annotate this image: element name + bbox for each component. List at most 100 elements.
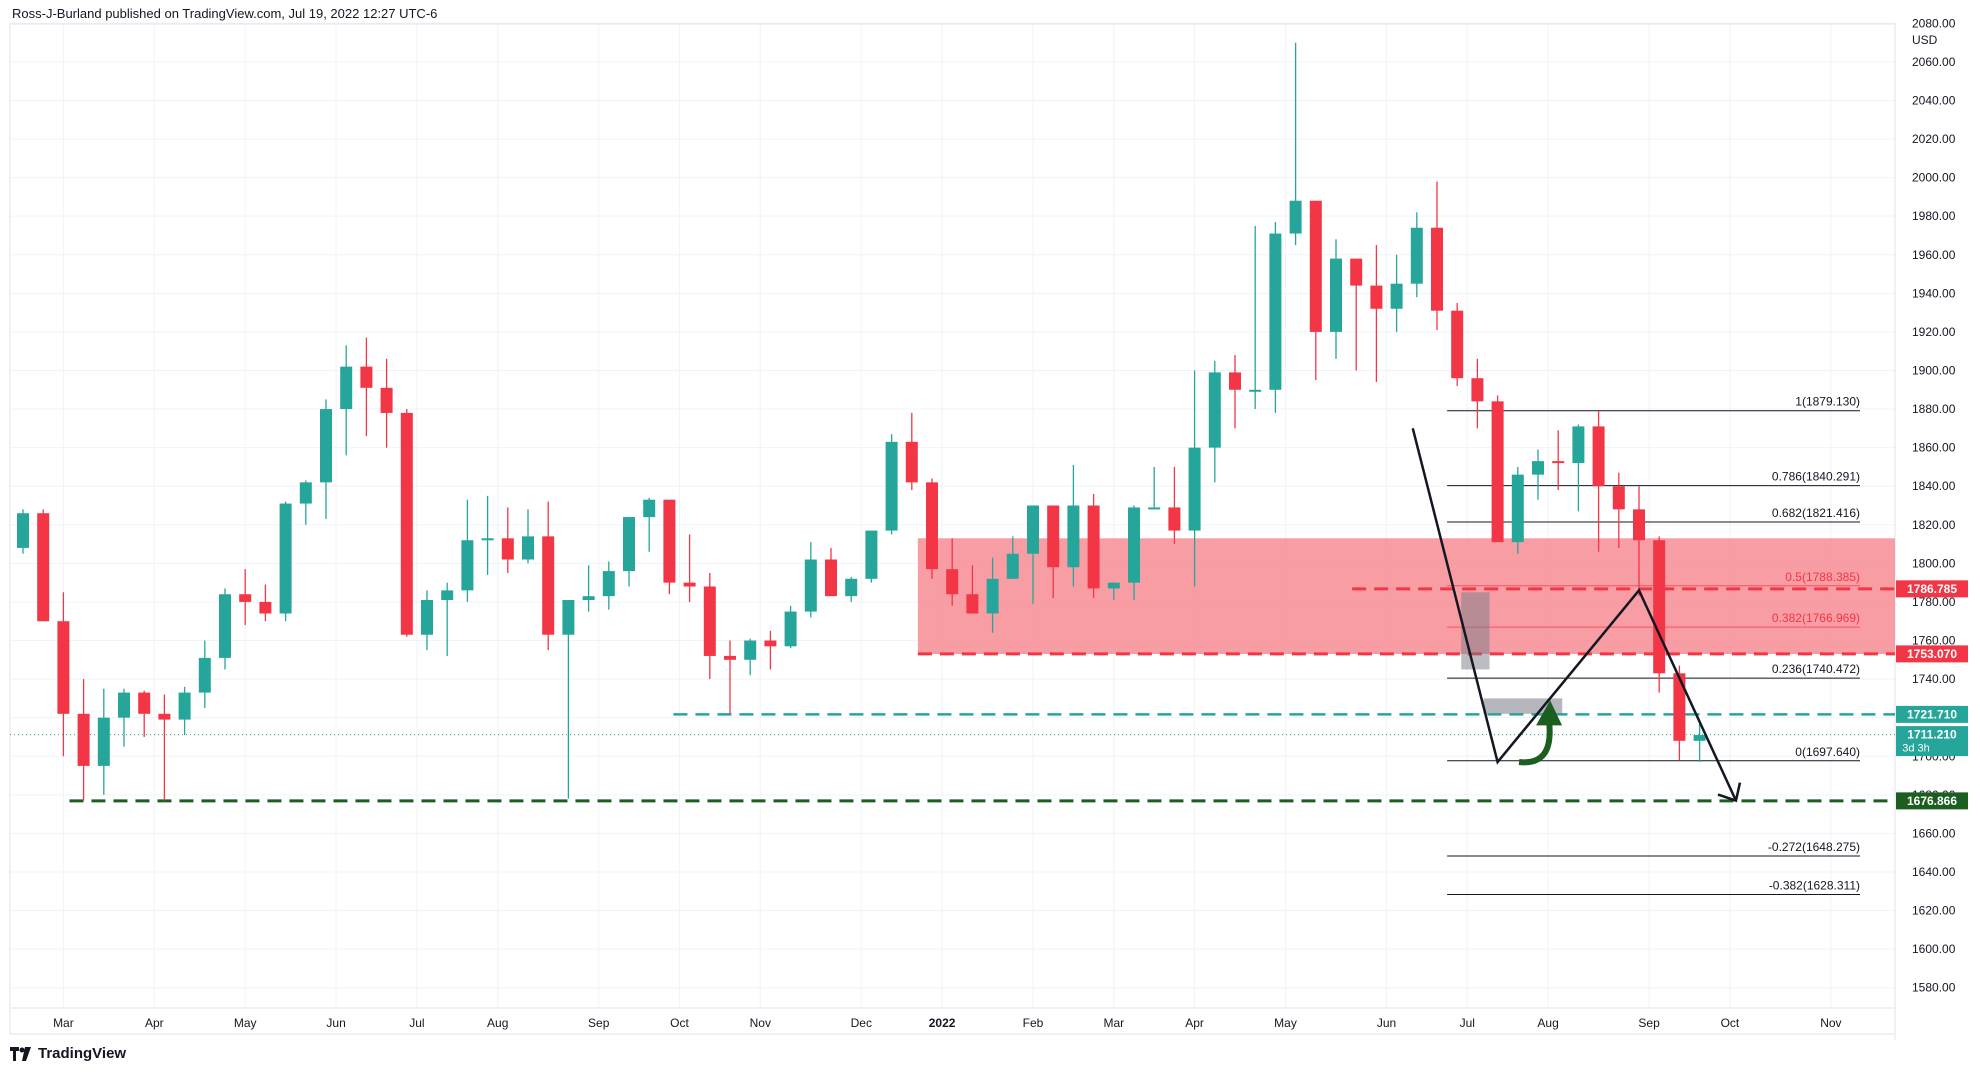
candle-body — [158, 713, 171, 720]
countdown-label: 3d 3h — [1902, 743, 1930, 755]
candle-body — [138, 692, 151, 714]
candle-body — [623, 517, 635, 572]
price-axis: 1580.001600.001620.001640.001660.001680.… — [1912, 16, 1956, 994]
price-tick-label: 1760.00 — [1912, 634, 1956, 648]
time-tick-label: Feb — [1023, 1016, 1044, 1030]
candle-body — [1269, 233, 1282, 390]
fib-level-label: 0.236(1740.472) — [1772, 662, 1860, 676]
candle-body — [946, 569, 959, 595]
price-tick-label: 1820.00 — [1912, 518, 1956, 532]
candle-body — [1552, 461, 1565, 464]
candle-body — [1148, 507, 1161, 510]
candle-body — [400, 412, 413, 635]
candle-body — [1491, 401, 1504, 543]
time-tick-label: May — [234, 1016, 257, 1030]
candle-body — [1067, 505, 1080, 568]
fib-level-label: 0(1697.640) — [1795, 745, 1860, 759]
price-tick-label: 1620.00 — [1912, 904, 1956, 918]
time-tick-label: Jul — [1460, 1016, 1475, 1030]
time-tick-label: Jun — [1377, 1016, 1396, 1030]
candle-body — [1047, 505, 1060, 568]
candle-body — [804, 559, 817, 612]
green-arrow-head — [1536, 700, 1563, 726]
candle-body — [522, 536, 534, 560]
candle-body — [845, 578, 858, 597]
candle-body — [97, 717, 110, 766]
candle-body — [77, 713, 90, 766]
time-tick-label: Apr — [145, 1016, 164, 1030]
horizontal-levels — [10, 587, 1895, 803]
candle-body — [481, 538, 494, 541]
price-tick-label: 1920.00 — [1912, 325, 1956, 339]
fib-level-label: -0.382(1628.311) — [1769, 879, 1860, 893]
candle-body — [1350, 258, 1363, 286]
time-tick-label: Nov — [1820, 1016, 1841, 1030]
candle-body — [1673, 673, 1686, 741]
price-tick-label: 1880.00 — [1912, 402, 1956, 416]
candle-body — [461, 540, 474, 591]
price-tick-label: 1580.00 — [1912, 981, 1956, 995]
time-tick-label: Aug — [1537, 1016, 1558, 1030]
time-tick-label: 2022 — [929, 1016, 956, 1030]
price-tick-label: 1900.00 — [1912, 363, 1956, 377]
candle-body — [926, 482, 938, 570]
currency-label: USD — [1912, 33, 1938, 47]
candle-body — [340, 366, 353, 410]
time-tick-label: Oct — [1721, 1016, 1740, 1030]
supply-zone-rect — [917, 538, 1895, 655]
candle-body — [683, 582, 696, 587]
projection-path — [1411, 428, 1738, 802]
price-tick-label: 1980.00 — [1912, 209, 1956, 223]
candle-body — [360, 366, 373, 388]
price-tick-label: 1660.00 — [1912, 826, 1956, 840]
price-label-box — [1896, 792, 1968, 810]
candle-body — [198, 657, 211, 693]
candle-body — [380, 387, 393, 413]
price-tick-label: 1960.00 — [1912, 248, 1956, 262]
candle-body — [966, 594, 979, 614]
candle-body — [1006, 553, 1019, 579]
chart-grid — [10, 22, 1895, 1008]
candle-body — [118, 692, 130, 718]
price-label-text: 1721.710 — [1907, 707, 1957, 721]
time-tick-label: Jul — [409, 1016, 424, 1030]
chart-header: Ross-J-Burland published on TradingView.… — [12, 6, 438, 21]
price-tick-label: 2060.00 — [1912, 55, 1956, 69]
resistance-zone — [917, 538, 1895, 655]
candle-body — [501, 538, 514, 560]
candle-body — [1370, 285, 1383, 309]
time-tick-label: Sep — [588, 1016, 610, 1030]
candle-body — [57, 621, 70, 714]
fib-level-label: 1(1879.130) — [1795, 395, 1860, 409]
tradingview-brand[interactable]: TradingView — [10, 1045, 126, 1062]
fib-level-label: -0.272(1648.275) — [1768, 840, 1860, 854]
time-tick-label: Aug — [487, 1016, 508, 1030]
time-tick-label: Sep — [1638, 1016, 1660, 1030]
price-label-text: 1786.785 — [1907, 582, 1957, 596]
candle-body — [441, 590, 454, 601]
candle-body — [744, 640, 757, 660]
candle-body — [1330, 258, 1342, 332]
candle-body — [643, 499, 656, 518]
time-tick-label: Mar — [1103, 1016, 1124, 1030]
candle-body — [421, 600, 433, 635]
candle-body — [542, 536, 555, 635]
candle-body — [1128, 507, 1140, 583]
brand-name: TradingView — [38, 1045, 127, 1062]
candle-body — [986, 578, 999, 614]
candle-body — [602, 571, 615, 597]
candle-body — [1431, 227, 1443, 311]
plot-border — [9, 23, 1896, 1035]
candle-body — [259, 601, 272, 614]
time-tick-label: Nov — [750, 1016, 771, 1030]
time-tick-label: Dec — [851, 1016, 872, 1030]
price-label-box — [1896, 726, 1968, 757]
candle-body — [1390, 283, 1403, 309]
candle-body — [1471, 378, 1484, 402]
fib-level-label: 0.5(1788.385) — [1785, 570, 1860, 584]
candle-body — [703, 586, 716, 656]
time-axis: Mar Apr May Jun Jul Aug Sep Oct Nov Dec 2022 Feb Mar… — [53, 1016, 1842, 1030]
candle-body — [1309, 200, 1322, 332]
